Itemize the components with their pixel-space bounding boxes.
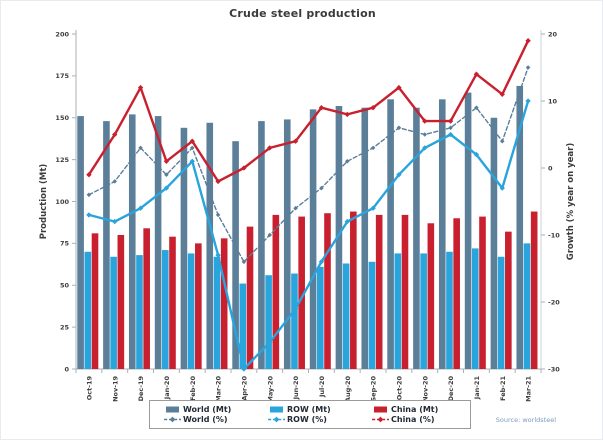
legend-item-world-mt: World (Mt) [164,405,268,414]
svg-text:Mar-21: Mar-21 [525,376,533,402]
legend-item-row-mt: ROW (Mt) [268,405,372,414]
legend-item-china-pct: China (%) [372,415,476,424]
axis-labels: 0 25 50 75 100 125 150 175 200 -30 -20 -10 0 10 20 Oct-… [39,30,576,402]
legend-item-china-mt: China (Mt) [372,405,476,414]
svg-text:0: 0 [548,164,553,172]
bars [77,85,538,370]
svg-text:Sep-20: Sep-20 [370,376,378,402]
world-mt-swatch-icon [166,406,179,413]
china-pct-swatch-icon [372,416,389,423]
line-series-1 [86,98,531,372]
svg-text:May-20: May-20 [266,376,274,403]
svg-text:75: 75 [60,240,70,248]
legend-label-china-pct: China (%) [391,415,435,424]
svg-text:Nov-19: Nov-19 [111,376,119,402]
svg-text:10: 10 [548,97,558,105]
svg-text:Aug-20: Aug-20 [344,376,352,403]
china-mt-swatch-icon [374,406,387,413]
chart-title: Crude steel production [229,7,376,20]
svg-text:Feb-21: Feb-21 [499,376,507,401]
svg-text:0: 0 [64,365,69,373]
svg-text:Dec-20: Dec-20 [447,376,455,402]
legend: World (Mt) ROW (Mt) China (Mt) World (%)… [149,400,471,429]
svg-text:Apr-20: Apr-20 [240,376,248,401]
line-series-2 [86,38,531,185]
svg-text:50: 50 [60,282,70,290]
svg-text:-30: -30 [548,365,560,373]
growth-lines [86,38,531,372]
svg-text:Production (Mt): Production (Mt) [39,164,49,240]
legend-item-row-pct: ROW (%) [268,415,372,424]
svg-text:Oct-20: Oct-20 [395,376,403,401]
legend-label-china-mt: China (Mt) [391,405,439,414]
svg-text:Feb-20: Feb-20 [189,376,197,401]
svg-text:-20: -20 [548,298,560,306]
svg-text:Jan-20: Jan-20 [163,376,171,401]
svg-text:-10: -10 [548,231,560,239]
bar-series-0 [77,85,524,370]
svg-text:100: 100 [55,198,69,206]
axes [72,30,545,373]
svg-text:Dec-19: Dec-19 [137,376,145,402]
legend-label-row-pct: ROW (%) [287,415,327,424]
row-pct-swatch-icon [268,416,285,423]
svg-text:Jul-20: Jul-20 [318,376,326,398]
source-credit: Source: worldsteel [495,416,556,424]
svg-text:125: 125 [55,156,69,164]
legend-label-world-mt: World (Mt) [183,405,232,414]
svg-text:175: 175 [55,72,69,80]
bar-series-2 [91,211,538,369]
legend-item-world-pct: World (%) [164,415,268,424]
svg-text:25: 25 [60,323,70,331]
legend-label-row-mt: ROW (Mt) [287,405,331,414]
svg-text:Nov-20: Nov-20 [421,376,429,402]
svg-text:Oct-19: Oct-19 [85,376,93,401]
row-mt-swatch-icon [270,406,283,413]
svg-text:Mar-20: Mar-20 [215,376,223,402]
svg-text:150: 150 [55,114,69,122]
svg-text:200: 200 [55,30,69,38]
legend-label-world-pct: World (%) [183,415,228,424]
svg-text:Jun-20: Jun-20 [292,376,300,401]
world-pct-swatch-icon [164,416,181,423]
bar-series-1 [84,243,531,369]
svg-text:Growth (% year on year): Growth (% year on year) [566,143,576,261]
svg-text:20: 20 [548,30,558,38]
svg-text:Jan-21: Jan-21 [473,376,481,401]
